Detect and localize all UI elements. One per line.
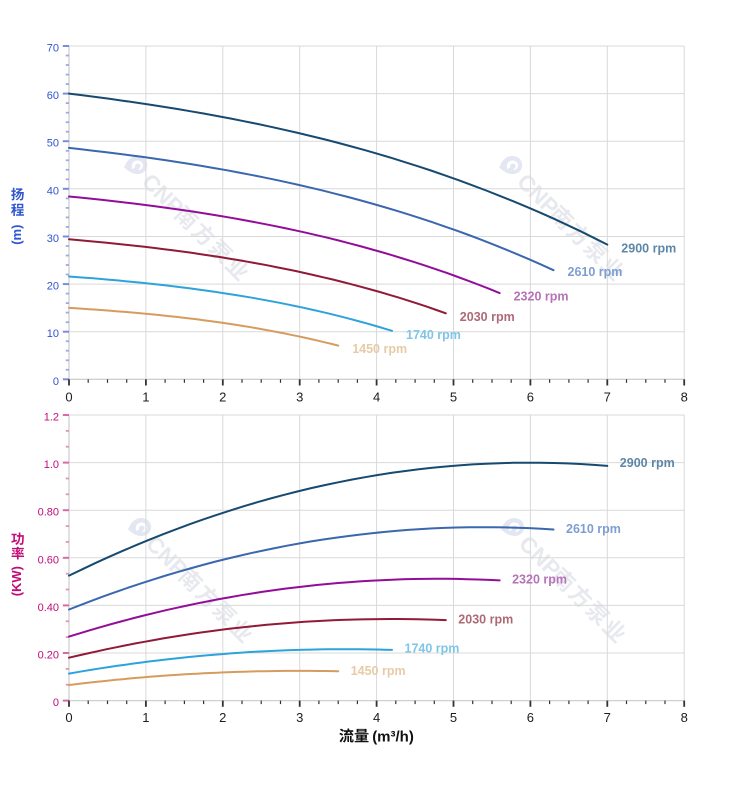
svg-text:2320 rpm: 2320 rpm	[514, 290, 569, 304]
svg-text:60: 60	[47, 90, 59, 102]
svg-text:4: 4	[373, 710, 380, 725]
svg-text:2610 rpm: 2610 rpm	[566, 522, 621, 536]
svg-text:2: 2	[219, 710, 226, 725]
svg-text:(KW): (KW)	[9, 566, 24, 596]
svg-text:1740 rpm: 1740 rpm	[405, 642, 460, 656]
svg-text:7: 7	[604, 710, 611, 725]
svg-text:(m): (m)	[9, 225, 24, 245]
svg-text:1.2: 1.2	[44, 412, 59, 424]
svg-text:2: 2	[219, 389, 226, 404]
svg-text:0.60: 0.60	[38, 554, 59, 566]
svg-text:2610 rpm: 2610 rpm	[568, 265, 623, 279]
svg-text:10: 10	[47, 328, 59, 340]
svg-text:5: 5	[450, 710, 457, 725]
svg-text:20: 20	[47, 281, 59, 293]
svg-text:2900 rpm: 2900 rpm	[620, 456, 675, 470]
svg-text:(m³/h): (m³/h)	[372, 728, 414, 745]
svg-text:1: 1	[142, 710, 149, 725]
svg-text:6: 6	[527, 710, 534, 725]
svg-text:0.40: 0.40	[38, 602, 59, 614]
svg-text:4: 4	[373, 389, 380, 404]
svg-text:2030 rpm: 2030 rpm	[460, 310, 515, 324]
svg-text:3: 3	[296, 389, 303, 404]
svg-text:6: 6	[527, 389, 534, 404]
svg-text:1740 rpm: 1740 rpm	[406, 328, 461, 342]
svg-text:0: 0	[53, 376, 59, 388]
svg-text:8: 8	[681, 389, 688, 404]
svg-text:0.20: 0.20	[38, 650, 59, 662]
svg-text:0: 0	[53, 697, 59, 709]
svg-text:50: 50	[47, 138, 59, 150]
svg-text:70: 70	[47, 43, 59, 55]
svg-text:2900 rpm: 2900 rpm	[621, 241, 676, 255]
svg-text:7: 7	[604, 389, 611, 404]
svg-text:2030 rpm: 2030 rpm	[458, 612, 513, 626]
svg-text:5: 5	[450, 389, 457, 404]
svg-text:1.0: 1.0	[44, 459, 59, 471]
svg-text:1: 1	[142, 389, 149, 404]
svg-text:40: 40	[47, 185, 59, 197]
svg-text:0: 0	[65, 710, 72, 725]
svg-text:3: 3	[296, 710, 303, 725]
svg-text:2320 rpm: 2320 rpm	[512, 573, 567, 587]
svg-text:1450 rpm: 1450 rpm	[351, 664, 406, 678]
svg-text:1450 rpm: 1450 rpm	[352, 342, 407, 356]
svg-text:30: 30	[47, 233, 59, 245]
svg-text:0.80: 0.80	[38, 507, 59, 519]
svg-text:0: 0	[65, 389, 72, 404]
svg-text:8: 8	[681, 710, 688, 725]
